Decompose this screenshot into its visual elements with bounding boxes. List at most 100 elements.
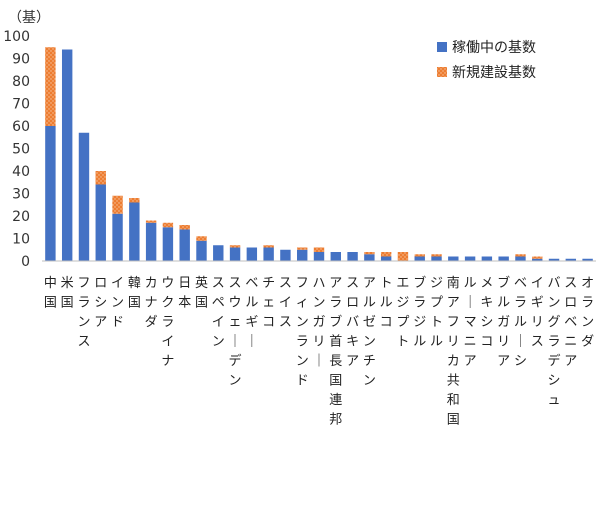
bar-construction [414, 254, 425, 257]
x-category-label: フランス [77, 276, 90, 350]
bar-operating [246, 247, 258, 261]
x-category-label: 米国 [61, 276, 74, 311]
bar-operating [380, 256, 392, 261]
bar-construction [229, 245, 241, 248]
legend-label-construction: 新規建設基数 [452, 64, 536, 81]
bar-operating [162, 227, 174, 261]
bar-construction [95, 171, 106, 185]
x-category-label: ベラル｜シ [514, 276, 527, 369]
x-category-label: トルコ [380, 276, 393, 330]
x-category-label: アラブ首長国連邦 [329, 276, 342, 428]
bar-construction [179, 225, 190, 230]
bar-operating [95, 184, 106, 261]
x-axis-labels: 中国米国フランスロシアインド韓国カナダウクライナ日本英国スペインスウェ｜デンベル… [44, 275, 594, 428]
bar-operating [498, 256, 509, 261]
bar-operating [213, 245, 224, 261]
bar-operating [129, 202, 140, 261]
x-category-label: 日本 [178, 276, 191, 311]
bar-operating [196, 240, 207, 261]
x-category-label: インド [111, 276, 124, 330]
x-category-label: スウェ｜デン [229, 276, 242, 389]
bar-operating [313, 252, 325, 261]
legend-label-operating: 稼働中の基数 [452, 39, 536, 56]
y-tick-label: 90 [12, 52, 30, 68]
bar-operating [45, 126, 56, 261]
bar-construction [364, 252, 375, 255]
x-category-label: オランダ [581, 276, 594, 350]
bar-operating [179, 229, 190, 261]
y-tick-label: 70 [12, 97, 30, 113]
x-category-label: イギリス [531, 276, 544, 350]
bar-operating [229, 247, 241, 261]
y-tick-label: 30 [12, 187, 30, 203]
x-category-label: スペイン [212, 276, 225, 350]
bar-operating [548, 258, 560, 261]
x-category-label: アルゼンチン [363, 276, 376, 389]
x-category-label: スロバキア [346, 276, 359, 369]
x-category-label: ジプトル [430, 276, 443, 350]
bar-construction [112, 195, 123, 214]
x-category-label: スイス [279, 276, 292, 330]
y-tick-label: 80 [12, 74, 30, 90]
bar-operating [515, 256, 526, 261]
bar-construction [196, 236, 207, 241]
x-category-label: フィンランド [296, 276, 309, 389]
legend-swatch-construction [437, 67, 447, 77]
bar-operating [448, 256, 459, 261]
bar-construction [45, 47, 56, 126]
bar-operating [464, 256, 476, 261]
bar-construction [297, 247, 308, 250]
bar-construction [532, 256, 543, 259]
bar-construction [129, 198, 140, 203]
bar-operating [297, 249, 308, 261]
x-category-label: メキシコ [480, 276, 493, 350]
x-category-label: ハンガリ｜ [312, 276, 325, 369]
x-category-label: バングラデシュ [548, 276, 561, 408]
bar-operating [565, 258, 577, 261]
y-axis-unit-label: （基） [8, 9, 50, 26]
y-tick-label: 40 [12, 164, 30, 180]
x-category-label: カナダ [145, 276, 158, 330]
x-category-label: ブラジル [413, 275, 426, 350]
x-category-label: ロシア [94, 276, 107, 330]
x-category-label: ル｜マニア [464, 276, 477, 369]
bar-operating [431, 256, 442, 261]
bar-operating [532, 258, 543, 261]
x-category-label: 中国 [44, 276, 57, 311]
bar-construction [431, 254, 442, 257]
y-tick-label: 20 [12, 209, 30, 225]
y-tick-label: 0 [21, 254, 30, 270]
y-tick-label: 50 [12, 142, 30, 158]
x-category-label: 英国 [195, 276, 208, 311]
bars-group [45, 47, 593, 261]
bar-operating [330, 252, 341, 261]
bar-operating [347, 252, 358, 261]
bar-operating [481, 256, 493, 261]
x-category-label: 韓国 [128, 276, 141, 311]
bar-operating [61, 49, 73, 261]
y-tick-label: 60 [12, 119, 30, 135]
y-tick-label: 100 [3, 29, 30, 45]
y-tick-label: 10 [12, 232, 30, 248]
legend: 稼働中の基数 新規建設基数 [437, 39, 536, 81]
x-category-label: 南アフリカ共和国 [447, 275, 460, 428]
x-category-label: スロベニア [564, 276, 577, 369]
bar-construction [515, 254, 526, 257]
bar-construction [313, 247, 325, 252]
x-category-label: ブルガリア [497, 275, 510, 369]
bar-operating [280, 249, 291, 261]
x-category-label: エジプト [396, 276, 409, 350]
bar-operating [112, 213, 123, 261]
bar-operating [263, 247, 274, 261]
bar-construction [145, 220, 157, 223]
x-category-label: ベルギ｜ [245, 276, 258, 350]
bar-construction [380, 252, 392, 257]
bar-construction [263, 245, 274, 248]
bar-operating [78, 132, 90, 261]
bar-construction [397, 252, 409, 261]
x-category-label: チェコ [262, 276, 275, 330]
y-axis: 0 10 20 30 40 50 60 70 80 90 100 [3, 29, 30, 270]
bar-operating [145, 222, 157, 261]
bar-construction [162, 222, 174, 228]
